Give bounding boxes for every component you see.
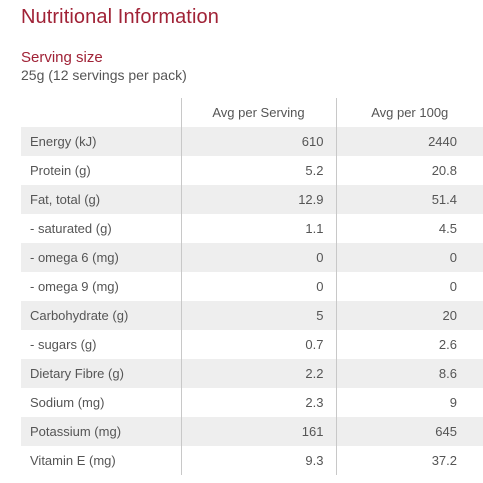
avg-per-100g-value: 2.6 [335, 330, 483, 359]
avg-per-serving-value: 12.9 [180, 185, 336, 214]
nutrient-name: Energy (kJ) [21, 127, 181, 156]
nutrient-name: Carbohydrate (g) [21, 301, 181, 330]
table-row: Sodium (mg) 2.3 9 [21, 388, 483, 417]
avg-per-serving-value: 610 [180, 127, 336, 156]
avg-per-serving-value: 5.2 [180, 156, 336, 185]
avg-per-100g-value: 4.5 [335, 214, 483, 243]
avg-per-serving-value: 9.3 [180, 446, 336, 475]
avg-per-100g-value: 20 [335, 301, 483, 330]
avg-per-serving-value: 2.3 [180, 388, 336, 417]
avg-per-serving-value: 0.7 [180, 330, 336, 359]
nutrition-table: Avg per Serving Avg per 100g Energy (kJ)… [21, 98, 483, 475]
avg-per-100g-value: 0 [335, 243, 483, 272]
table-row: - omega 9 (mg) 0 0 [21, 272, 483, 301]
table-row: - omega 6 (mg) 0 0 [21, 243, 483, 272]
nutrient-name: - sugars (g) [30, 337, 97, 352]
avg-per-serving-value: 0 [180, 272, 336, 301]
nutrient-name: Protein (g) [30, 163, 91, 178]
avg-per-serving-value: 2.2 [180, 359, 336, 388]
table-row: Protein (g) 5.2 20.8 [21, 156, 483, 185]
header-avg-per-100g: Avg per 100g [335, 98, 483, 127]
page-title: Nutritional Information [21, 6, 219, 28]
avg-per-100g-value: 9 [335, 388, 483, 417]
table-row: Potassium (mg) 161 645 [21, 417, 483, 446]
serving-size-value: 25g (12 servings per pack) [21, 67, 187, 83]
nutrition-table-body: Energy (kJ) 610 2440 Protein (g) 5.2 20.… [21, 127, 483, 475]
avg-per-100g-value: 8.6 [335, 359, 483, 388]
serving-size-label: Serving size [21, 49, 103, 66]
nutrient-name: Potassium (mg) [21, 417, 181, 446]
avg-per-100g-value: 37.2 [335, 446, 483, 475]
avg-per-serving-value: 0 [180, 243, 336, 272]
table-row: Vitamin E (mg) 9.3 37.2 [21, 446, 483, 475]
nutrient-name: Fat, total (g) [21, 185, 181, 214]
table-row: Carbohydrate (g) 5 20 [21, 301, 483, 330]
nutrient-name: Dietary Fibre (g) [21, 359, 181, 388]
avg-per-100g-value: 20.8 [335, 156, 483, 185]
nutrient-name: - saturated (g) [30, 221, 112, 236]
avg-per-serving-value: 161 [180, 417, 336, 446]
table-row: Energy (kJ) 610 2440 [21, 127, 483, 156]
table-row: - saturated (g) 1.1 4.5 [21, 214, 483, 243]
header-avg-per-serving: Avg per Serving [180, 98, 336, 127]
header-nutrient [21, 98, 181, 127]
nutrient-name: - omega 6 (mg) [21, 243, 181, 272]
table-row: Fat, total (g) 12.9 51.4 [21, 185, 483, 214]
avg-per-100g-value: 645 [335, 417, 483, 446]
nutrient-name: - omega 9 (mg) [30, 279, 119, 294]
avg-per-100g-value: 51.4 [335, 185, 483, 214]
avg-per-serving-value: 5 [180, 301, 336, 330]
nutrient-name: Sodium (mg) [30, 395, 105, 410]
avg-per-serving-value: 1.1 [180, 214, 336, 243]
nutrient-name: Vitamin E (mg) [30, 453, 116, 468]
table-row: Dietary Fibre (g) 2.2 8.6 [21, 359, 483, 388]
table-header-row: Avg per Serving Avg per 100g [21, 98, 483, 127]
avg-per-100g-value: 2440 [335, 127, 483, 156]
avg-per-100g-value: 0 [335, 272, 483, 301]
table-row: - sugars (g) 0.7 2.6 [21, 330, 483, 359]
